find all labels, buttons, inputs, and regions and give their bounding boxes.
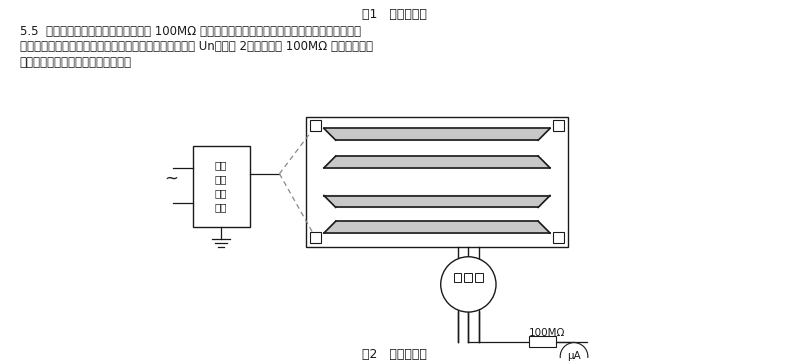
Bar: [310, 232, 321, 243]
Bar: [553, 232, 564, 243]
Polygon shape: [324, 156, 550, 168]
Text: 直流
高压
试验
装置: 直流 高压 试验 装置: [215, 161, 227, 213]
Text: 位采用绝缘杆外加直流电压，直流电压为发电机额定电压 Un，见图 2。所串接的 100MΩ 电阻在试验过: 位采用绝缘杆外加直流电压，直流电压为发电机额定电压 Un，见图 2。所串接的 1…: [20, 41, 372, 53]
Text: 100MΩ: 100MΩ: [529, 328, 565, 338]
Bar: [193, 146, 250, 227]
Bar: [306, 117, 568, 247]
Circle shape: [441, 257, 496, 312]
Text: μA: μA: [567, 351, 581, 362]
Text: 程中带有高电压，应做好安全防护。: 程中带有高电压，应做好安全防护。: [20, 56, 132, 69]
Circle shape: [560, 343, 588, 363]
Bar: [553, 121, 564, 131]
Bar: [529, 336, 556, 347]
Polygon shape: [324, 221, 550, 233]
Bar: [475, 273, 483, 282]
Bar: [310, 121, 321, 131]
Text: 5.5  反接线方式：不通水的定子线圈经 100MΩ 电阻串接微安表接地。在包裹金属箔纸或导电布的部: 5.5 反接线方式：不通水的定子线圈经 100MΩ 电阻串接微安表接地。在包裹金…: [20, 25, 361, 38]
Text: 图1   正接线方式: 图1 正接线方式: [361, 8, 426, 21]
Bar: [465, 273, 473, 282]
Text: ~: ~: [164, 170, 178, 188]
Polygon shape: [324, 129, 550, 140]
Text: 图2   反接线方式: 图2 反接线方式: [361, 348, 426, 360]
Polygon shape: [324, 196, 550, 207]
Bar: [454, 273, 462, 282]
